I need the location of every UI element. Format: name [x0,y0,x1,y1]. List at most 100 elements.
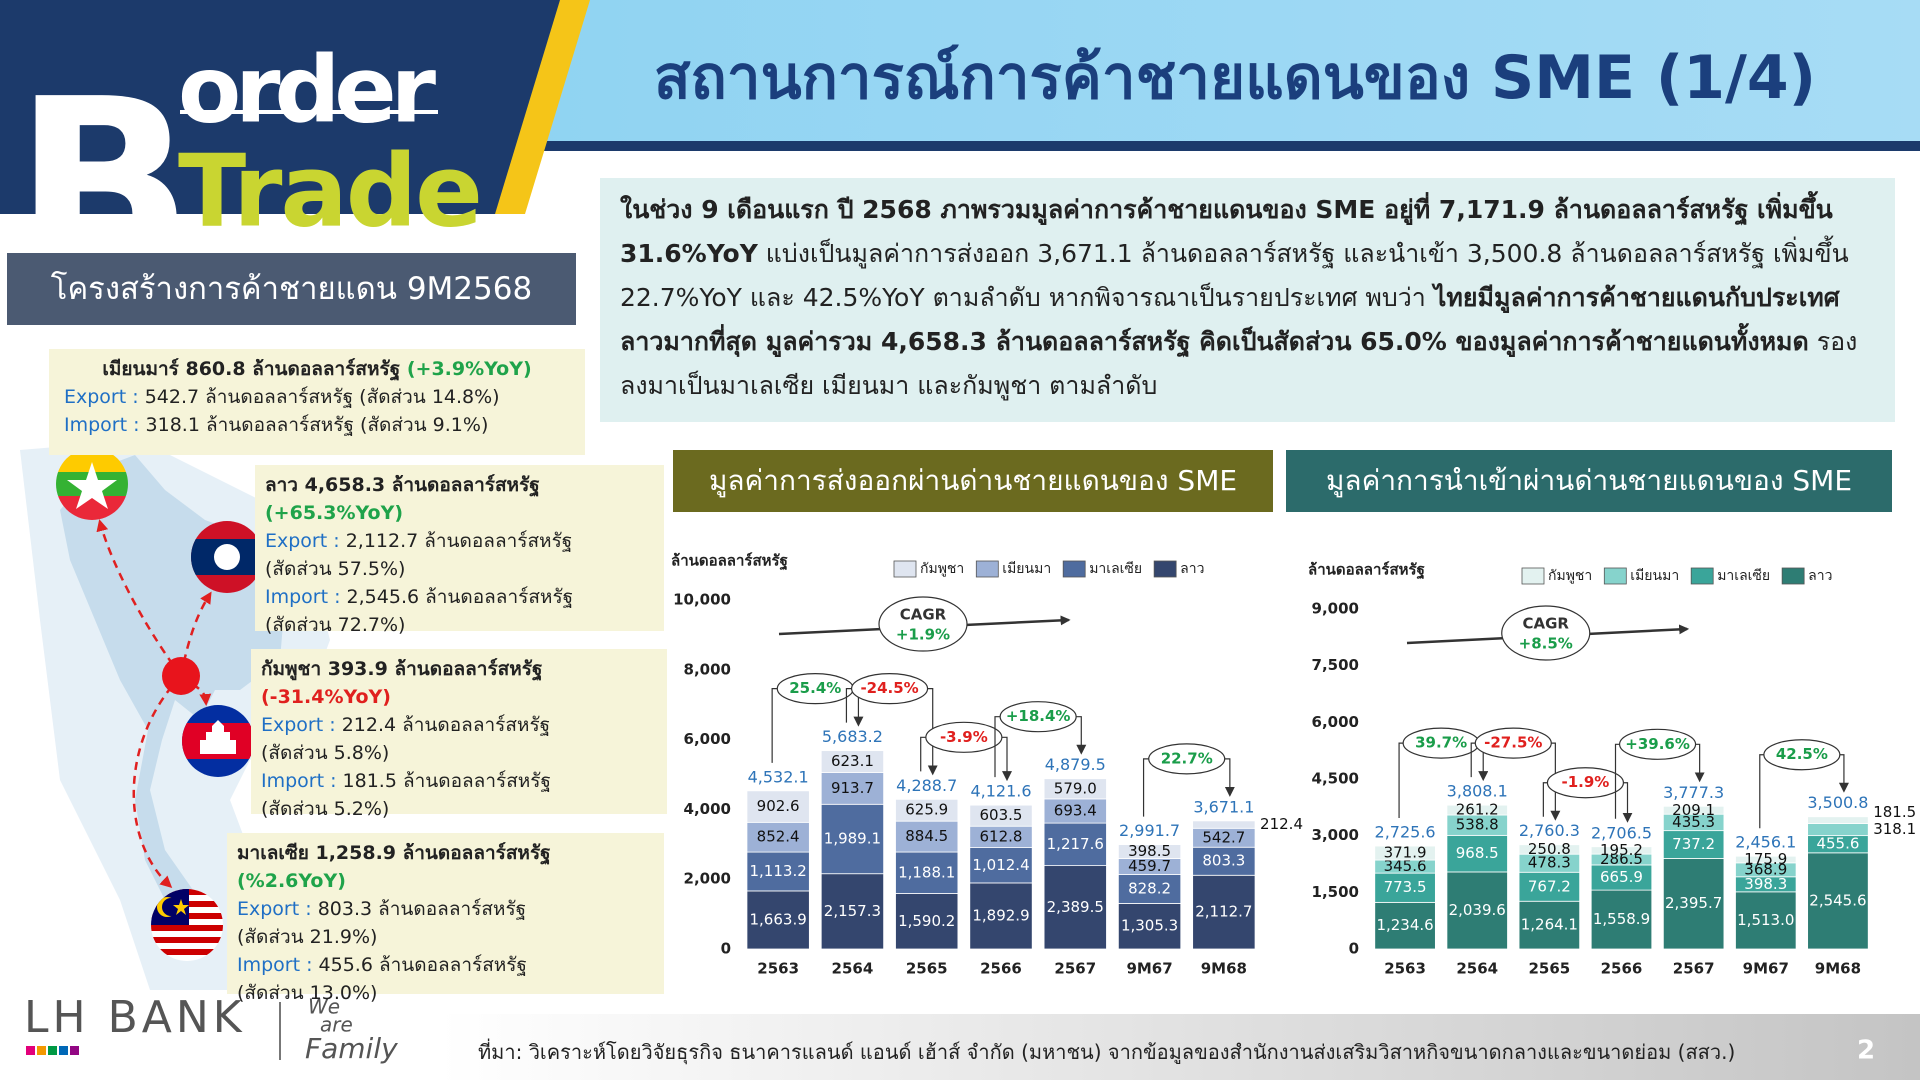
y-tick-label: 0 [1349,940,1359,958]
y-tick-label: 3,000 [1312,826,1359,844]
summary-text: ในช่วง 9 เดือนแรก ปี 2568 ภาพรวมมูลค่ากา… [620,195,1833,268]
y-tick-label: 6,000 [684,730,731,748]
x-tick-label: 9M68 [1815,960,1861,978]
x-tick-label: 2567 [1673,960,1715,978]
country-change: (+65.3%YoY) [265,502,404,524]
bar-segment [746,821,810,853]
trade-text: 803.3 ล้านดอลลาร์สหรัฐ [317,898,527,920]
tagline: We [308,995,340,1019]
route-arrow [96,519,183,677]
country-line: Import : 181.5 ล้านดอลลาร์สหรัฐ [261,767,657,795]
value-label: 371.9 [1384,844,1427,862]
value-label: 478.3 [1528,854,1571,872]
value-label: 1,217.6 [1047,835,1104,853]
bar-segment [1374,901,1436,950]
trade-label: Export : [261,714,336,736]
country-change: (-31.4%YoY) [261,686,391,708]
total-label: 3,777.3 [1663,783,1724,802]
value-label: 398.3 [1744,875,1787,893]
route-arrow [132,675,182,889]
growth-badge [1148,743,1226,775]
country-line: Export : 803.3 ล้านดอลลาร์สหรัฐ [237,895,654,923]
country-line: Import : 455.6 ล้านดอลลาร์สหรัฐ [237,951,654,979]
value-label: 625.9 [905,801,948,819]
trade-text: (สัดส่วน 5.2%) [261,798,390,820]
x-tick-label: 2563 [757,960,799,978]
chart-title: มูลค่าการนำเข้าผ่านด่านชายแดนของ SME [1286,450,1892,512]
flag-malaysia [151,889,223,961]
bar-segment [969,882,1033,950]
y-tick-label: 7,500 [1312,656,1359,674]
total-label: 5,683.2 [822,727,883,746]
country-line: (สัดส่วน 21.9%) [237,923,654,951]
bar-segment [1192,874,1256,950]
trade-text: (สัดส่วน 13.0%) [237,982,378,1004]
x-tick-label: 2565 [1528,960,1570,978]
total-label: 4,532.1 [748,767,809,786]
value-label: 1,663.9 [750,910,807,928]
bar-segment [1192,820,1256,829]
summary-text: ไทยมีมูลค่าการค้าชายแดนกับประเทศลาวมากที… [620,283,1840,356]
bar-segment [895,893,959,950]
growth-badge [1618,728,1697,760]
value-label: 767.2 [1528,877,1571,895]
x-tick-label: 2564 [832,960,874,978]
x-tick-label: 2564 [1456,960,1498,978]
chart-title: มูลค่าการส่งออกผ่านด่านชายแดนของ SME [673,450,1273,512]
value-label: 2,157.3 [824,902,881,920]
legend-label: ลาว [1808,568,1832,584]
bar-segment [1518,900,1581,950]
value-label: 538.8 [1456,816,1499,834]
bar-segment [1662,858,1725,950]
trade-text: 542.7 ล้านดอลลาร์สหรัฐ (สัดส่วน 14.8%) [144,386,500,408]
summary-text: แบ่งเป็นมูลค่าการส่งออก 3,671.1 ล้านดอลล… [620,239,1849,312]
trade-text: 181.5 ล้านดอลลาร์สหรัฐ [342,770,551,792]
cagr-value: +1.9% [896,626,950,644]
growth-badge [1474,727,1552,759]
x-tick-label: 2566 [1601,960,1643,978]
bar-segment [1662,805,1725,815]
logo-square [37,1046,46,1055]
country-line: (สัดส่วน 57.5%) [265,555,654,583]
legend-label: กัมพูชา [1548,568,1592,584]
page-title: สถานการณ์การค้าชายแดนของ SME (1/4) [653,43,1817,113]
trade-label: Export : [237,898,312,920]
bar-segment [1807,823,1869,837]
country-line: Import : 318.1 ล้านดอลลาร์สหรัฐ (สัดส่วน… [59,411,575,439]
value-label: 1,305.3 [1121,917,1178,935]
y-axis-title: ล้านดอลลาร์สหรัฐ [671,552,788,571]
value-label: 455.6 [1816,835,1859,853]
value-label: 1,234.6 [1376,916,1433,934]
cagr-title: CAGR [900,606,947,624]
growth-badge [850,673,929,705]
country-line: (สัดส่วน 5.2%) [261,795,657,823]
bar-segment [1192,846,1256,876]
logo-block [0,0,560,214]
growth-label: -3.9% [940,728,988,746]
growth-label: 39.7% [1415,734,1467,752]
cagr-badge [878,596,968,652]
trade-text: (สัดส่วน 21.9%) [237,926,378,948]
growth-label: 25.4% [789,679,841,697]
y-tick-label: 2,000 [684,870,731,888]
country-title: มาเลเซีย 1,258.9 ล้านดอลลาร์สหรัฐ (%2.6Y… [237,839,654,895]
value-label: 665.9 [1600,868,1643,886]
country-line: Export : 542.7 ล้านดอลลาร์สหรัฐ (สัดส่วน… [59,383,575,411]
x-tick-label: 9M67 [1743,960,1789,978]
country-line: (สัดส่วน 5.8%) [261,739,657,767]
total-label: 2,706.5 [1591,823,1652,842]
value-label: 345.6 [1384,857,1427,875]
thailand-dot [162,657,200,695]
value-label: 968.5 [1456,844,1499,862]
value-label: 1,188.1 [898,863,955,881]
bar-segment [1446,871,1508,950]
legend-swatch [975,560,999,578]
value-label: 1,012.4 [972,856,1029,874]
legend-label: เมียนมา [1630,568,1679,584]
bar-segment [1043,798,1107,824]
growth-label: +39.6% [1625,735,1690,753]
y-axis-title: ล้านดอลลาร์สหรัฐ [1308,561,1425,580]
bar-segment [969,804,1033,827]
